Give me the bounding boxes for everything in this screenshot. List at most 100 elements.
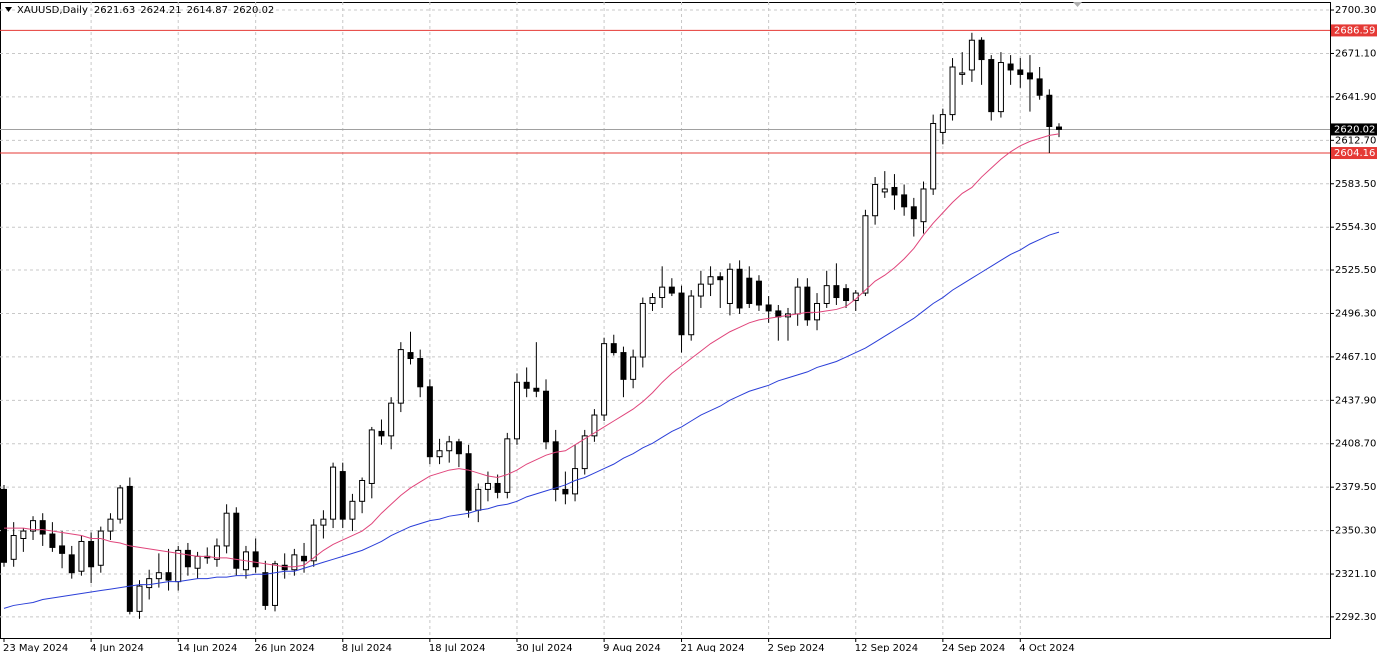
x-tick-label: 12 Sep 2024 [855, 643, 918, 652]
candle-body [707, 276, 714, 285]
candle-body [281, 564, 288, 571]
candle-body [591, 414, 598, 437]
candle-body [891, 186, 898, 196]
x-tick-label: 4 Jun 2024 [90, 643, 144, 652]
y-tick-label: 2525.50 [1335, 265, 1376, 276]
candle-body [59, 545, 66, 554]
candle-body [339, 471, 346, 520]
candle-body [513, 381, 520, 440]
candle-body [165, 572, 172, 581]
x-tick-label: 9 Aug 2024 [603, 643, 661, 652]
candle-body [504, 438, 511, 493]
candle-body [107, 518, 114, 532]
candle-body [310, 524, 317, 562]
x-tick-label: 2 Sep 2024 [768, 643, 825, 652]
candle-body [136, 585, 143, 612]
candle-body [997, 62, 1004, 113]
candle-body [930, 123, 937, 190]
candle-body [775, 310, 782, 318]
candle-body [233, 512, 240, 569]
y-tick-label: 2554.30 [1335, 222, 1376, 233]
candle-body [436, 450, 443, 458]
price-label: 2604.16 [1334, 148, 1375, 159]
candle-body [378, 430, 385, 437]
y-tick-label: 2379.50 [1335, 482, 1376, 493]
candle-body [823, 285, 830, 304]
y-tick-label: 2583.50 [1335, 179, 1376, 190]
candle-body [1007, 63, 1014, 71]
candle-body [175, 549, 182, 583]
x-tick-label: 21 Aug 2024 [681, 643, 745, 652]
candle-body [20, 530, 27, 539]
candle-body [794, 286, 801, 315]
candle-body [668, 286, 675, 294]
y-tick-label: 2321.10 [1335, 569, 1376, 580]
candle-body [533, 387, 540, 392]
price-label-box [1331, 24, 1377, 37]
candle-body [146, 578, 153, 589]
candle-body [291, 554, 298, 571]
x-tick-label: 4 Oct 2024 [1019, 643, 1074, 652]
y-tick-label: 2496.30 [1335, 308, 1376, 319]
average-line [3, 231, 1060, 609]
candle-body [649, 297, 656, 304]
candle-body [949, 66, 956, 116]
candle-body [68, 554, 75, 574]
candle-body [755, 280, 762, 306]
y-tick-label: 2292.30 [1335, 612, 1376, 623]
candle-body [484, 482, 491, 490]
candle-body [39, 520, 46, 535]
candle-body [717, 276, 724, 281]
plot-frame [0, 2, 1331, 639]
candle-body [30, 520, 37, 532]
candle-body [97, 530, 104, 566]
candle-body [388, 402, 395, 437]
y-tick-label: 2467.10 [1335, 352, 1376, 363]
candle-body [417, 358, 424, 388]
candle-body [223, 512, 230, 547]
candle-body [688, 295, 695, 336]
candle-body [697, 283, 704, 297]
candle-body [1036, 78, 1043, 96]
candle-body [194, 555, 201, 569]
candle-body [184, 549, 191, 568]
candle-body [272, 563, 279, 606]
candle-body [1026, 72, 1033, 80]
candle-body [639, 302, 646, 358]
candle-body [1046, 94, 1053, 127]
x-tick-label: 24 Sep 2024 [942, 643, 1005, 652]
y-tick-label: 2437.90 [1335, 395, 1376, 406]
y-tick-label: 2350.30 [1335, 526, 1376, 537]
x-tick-label: 14 Jun 2024 [177, 643, 237, 652]
y-tick-label: 2641.90 [1335, 92, 1376, 103]
candle-body [475, 488, 482, 511]
candle-body [126, 485, 133, 612]
candle-body [939, 114, 946, 133]
candle-body [862, 215, 869, 294]
candle-body [968, 39, 975, 71]
candle-body [988, 59, 995, 113]
x-tick-label: 26 Jun 2024 [255, 643, 315, 652]
candle-body [1, 488, 7, 563]
candle-body [262, 572, 269, 606]
header: XAUUSD,Daily 2621.63 2624.21 2614.87 2620.02 [17, 5, 274, 16]
candle-body [213, 545, 220, 560]
candle-body [562, 488, 569, 495]
price-label-box [1331, 123, 1377, 136]
low-value: 2614.87 [187, 5, 228, 16]
x-tick-label: 30 Jul 2024 [516, 643, 573, 652]
candle-body [678, 292, 685, 336]
open-value: 2621.63 [94, 5, 135, 16]
x-tick-label: 18 Jul 2024 [429, 643, 486, 652]
candle-body [301, 555, 308, 562]
candle-body [78, 540, 85, 572]
candle-body [446, 441, 453, 452]
price-label: 2686.59 [1334, 25, 1375, 36]
candle-body [117, 487, 124, 520]
candle-body [765, 304, 772, 312]
axis: 2700.30 2671.10 2641.90 2612.70 2583.50 2554.… [3, 5, 1377, 652]
y-tick-label: 2612.70 [1335, 135, 1376, 146]
candle-body [833, 285, 840, 299]
candle-body [1056, 126, 1062, 130]
